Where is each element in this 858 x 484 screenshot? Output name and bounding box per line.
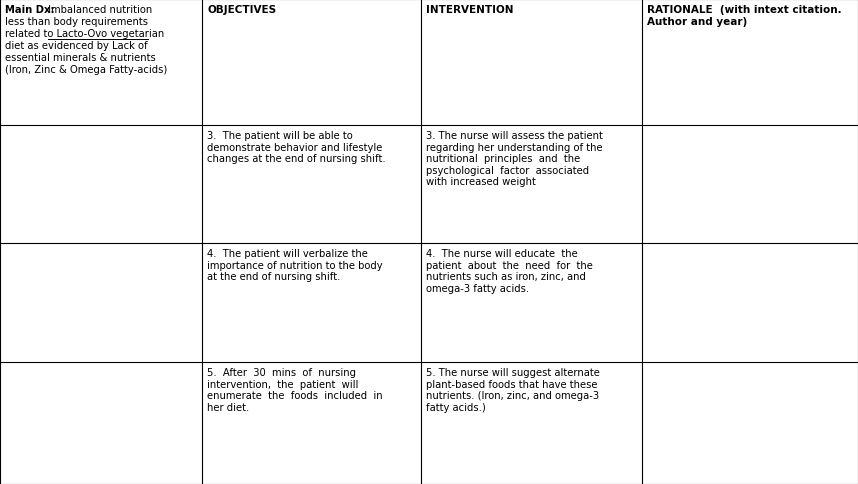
Text: INTERVENTION: INTERVENTION	[426, 5, 513, 15]
Text: (Iron, Zinc & Omega Fatty-acids): (Iron, Zinc & Omega Fatty-acids)	[5, 65, 167, 75]
Text: 3.  The patient will be able to
demonstrate behavior and lifestyle
changes at th: 3. The patient will be able to demonstra…	[207, 131, 385, 164]
Text: 4.  The patient will verbalize the
importance of nutrition to the body
at the en: 4. The patient will verbalize the import…	[207, 248, 383, 282]
Text: Main Dx:: Main Dx:	[5, 5, 55, 15]
Text: 3. The nurse will assess the patient
regarding her understanding of the
nutritio: 3. The nurse will assess the patient reg…	[426, 131, 603, 187]
Text: 5.  After  30  mins  of  nursing
intervention,  the  patient  will
enumerate  th: 5. After 30 mins of nursing intervention…	[207, 367, 383, 412]
Text: 5. The nurse will suggest alternate
plant-based foods that have these
nutrients.: 5. The nurse will suggest alternate plan…	[426, 367, 600, 412]
Text: RATIONALE  (with intext citation.
Author and year): RATIONALE (with intext citation. Author …	[647, 5, 842, 27]
Text: OBJECTIVES: OBJECTIVES	[207, 5, 276, 15]
Text: related to Lacto-Ovo vegetarian: related to Lacto-Ovo vegetarian	[5, 29, 164, 39]
Text: Imbalanced nutrition: Imbalanced nutrition	[45, 5, 152, 15]
Text: less than body requirements: less than body requirements	[5, 17, 148, 27]
Text: diet as evidenced by Lack of: diet as evidenced by Lack of	[5, 41, 148, 51]
Text: 4.  The nurse will educate  the
patient  about  the  need  for  the
nutrients su: 4. The nurse will educate the patient ab…	[426, 248, 593, 293]
Text: essential minerals & nutrients: essential minerals & nutrients	[5, 53, 156, 63]
